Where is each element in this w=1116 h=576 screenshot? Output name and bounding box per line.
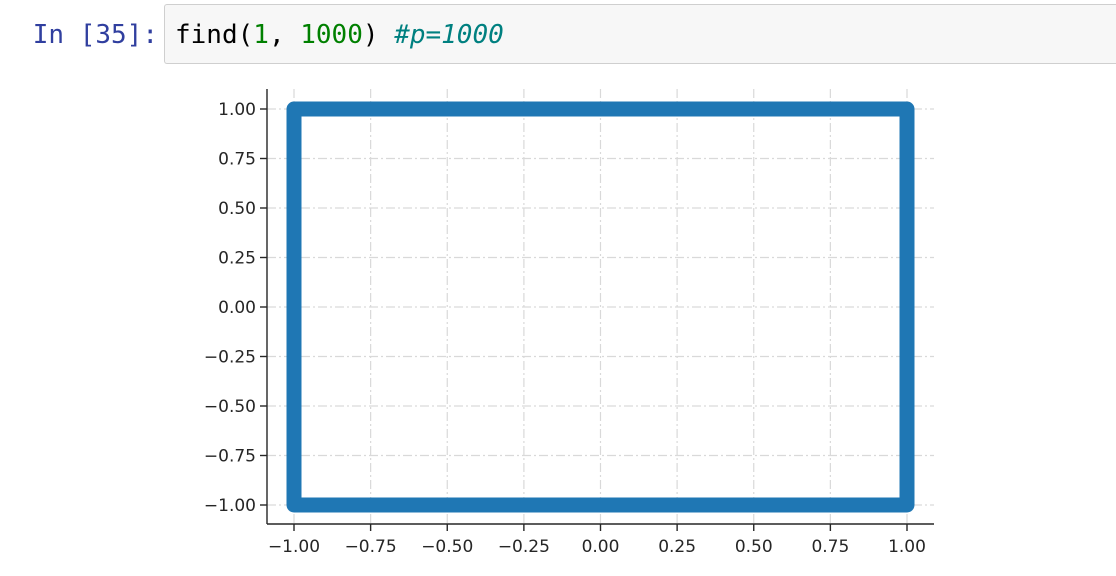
- grid-layer: [267, 89, 934, 524]
- code-number-arg2: 1000: [300, 20, 363, 50]
- y-tick-label-4: 0.00: [218, 298, 256, 318]
- y-tick-label-6: −0.50: [204, 397, 256, 417]
- code-comment: #p=1000: [394, 20, 504, 50]
- code-close-paren: ): [362, 20, 395, 50]
- code-function: find(: [175, 20, 254, 50]
- line-chart: −1.00 −0.75 −0.50 −0.25 0.00 0.25 0.50 0.75 1.00…: [204, 89, 934, 557]
- x-tick-label-5: 0.25: [658, 537, 696, 557]
- code-line[interactable]: find(1, 1000) #p=1000: [175, 11, 504, 59]
- axes-layer: −1.00 −0.75 −0.50 −0.25 0.00 0.25 0.50 0.75 1.00…: [204, 89, 934, 557]
- x-tick-label-1: −0.75: [345, 537, 397, 557]
- y-tick-label-0: 1.00: [218, 100, 256, 120]
- x-tick-label-7: 0.75: [811, 537, 849, 557]
- y-tick-label-1: 0.75: [218, 150, 256, 170]
- x-tick-label-4: 0.00: [582, 537, 620, 557]
- code-input-area[interactable]: find(1, 1000) #p=1000: [164, 4, 1116, 64]
- x-tick-label-2: −0.50: [421, 537, 473, 557]
- input-prompt: In [35]:: [32, 20, 158, 50]
- series-layer: [286, 101, 915, 513]
- x-tick-label-6: 0.50: [735, 537, 773, 557]
- x-tick-label-0: −1.00: [268, 537, 320, 557]
- x-tick-label-8: 1.00: [888, 537, 926, 557]
- y-tick-label-5: −0.25: [204, 348, 256, 368]
- y-tick-label-3: 0.25: [218, 249, 256, 269]
- series-line-0: [286, 101, 915, 513]
- y-tick-label-8: −1.00: [204, 496, 256, 516]
- y-tick-label-7: −0.75: [204, 447, 256, 467]
- x-tick-label-3: −0.25: [498, 537, 550, 557]
- code-number-arg1: 1: [253, 20, 269, 50]
- output-area: −1.00 −0.75 −0.50 −0.25 0.00 0.25 0.50 0.75 1.00…: [164, 64, 1116, 576]
- y-tick-label-2: 0.50: [218, 199, 256, 219]
- code-separator: ,: [268, 20, 301, 50]
